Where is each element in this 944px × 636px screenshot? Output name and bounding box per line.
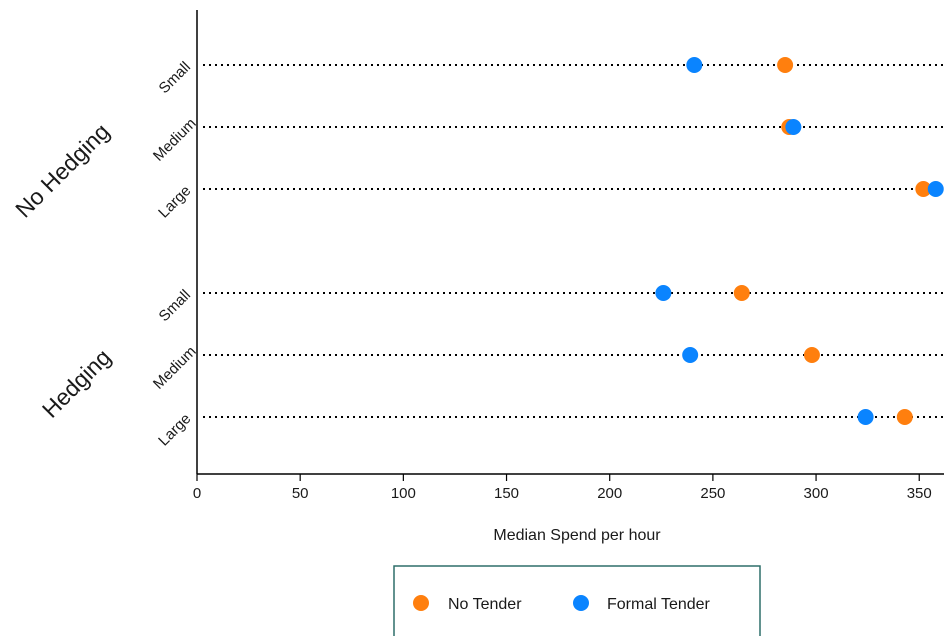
x-ticks: 0 50 100 150 200 250 300 350 [193, 474, 932, 502]
category-label: Medium [150, 343, 200, 393]
x-tick-label: 50 [292, 485, 309, 502]
point-no-tender [733, 285, 750, 301]
category-label: Large [155, 410, 194, 449]
row-gridlines [203, 64, 944, 418]
point-formal-tender [927, 181, 944, 197]
x-tick-label: 0 [193, 485, 201, 502]
category-label: Large [155, 182, 194, 221]
point-no-tender [915, 181, 932, 197]
data-points [655, 57, 944, 425]
x-tick-label: 100 [391, 485, 416, 502]
point-formal-tender [655, 285, 672, 301]
x-tick-label: 150 [494, 485, 519, 502]
legend-label-formal-tender: Formal Tender [607, 596, 711, 613]
category-label: Medium [150, 115, 200, 165]
group-label: No Hedging [10, 118, 114, 222]
x-tick-label: 250 [700, 485, 725, 502]
x-tick-label: 350 [907, 485, 932, 502]
point-formal-tender [857, 409, 874, 425]
legend: No Tender Formal Tender [393, 565, 761, 636]
point-formal-tender [682, 347, 699, 363]
legend-marker-formal-tender [573, 595, 589, 611]
category-label: Small [156, 287, 195, 326]
legend-label-no-tender: No Tender [448, 596, 522, 613]
category-labels: Small Medium Large Small Medium Large [150, 59, 200, 450]
point-no-tender [777, 57, 794, 73]
group-label: Hedging [37, 344, 116, 423]
point-no-tender [896, 409, 913, 425]
point-no-tender [803, 347, 820, 363]
category-label: Small [156, 59, 195, 98]
point-formal-tender [785, 119, 802, 135]
group-labels: No Hedging Hedging [10, 118, 116, 423]
legend-marker-no-tender [413, 595, 429, 611]
x-tick-label: 200 [597, 485, 622, 502]
x-tick-label: 300 [804, 485, 829, 502]
x-axis-label: Median Spend per hour [493, 527, 661, 544]
point-formal-tender [686, 57, 703, 73]
